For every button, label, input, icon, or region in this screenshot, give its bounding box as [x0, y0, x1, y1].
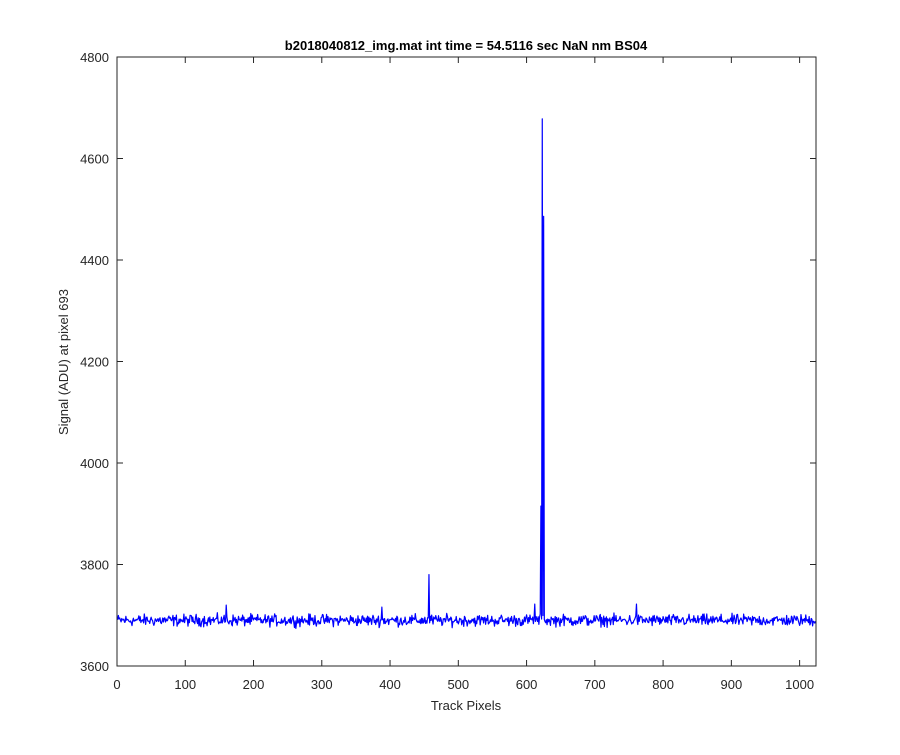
x-tick-label: 1000: [785, 677, 814, 692]
axes-box: [116, 56, 817, 667]
y-tick-label: 4400: [80, 253, 109, 268]
y-tick-label: 4800: [80, 50, 109, 65]
x-tick-label: 100: [174, 677, 196, 692]
x-tick-label: 900: [721, 677, 743, 692]
series-line-signal: [117, 118, 817, 630]
y-axis-label: Signal (ADU) at pixel 693: [56, 289, 71, 435]
x-tick-label: 600: [516, 677, 538, 692]
x-tick-label: 400: [379, 677, 401, 692]
x-tick-label: 800: [652, 677, 674, 692]
x-axis: 0 100 200 300 400 500 600 700 800 900 1000: [113, 57, 814, 692]
x-tick-label: 300: [311, 677, 333, 692]
chart-title: b2018040812_img.mat int time = 54.5116 s…: [285, 38, 648, 53]
y-axis: 3600 3800 4000 4200 4400 4600 4800: [80, 50, 816, 674]
plot-area: [117, 118, 817, 630]
y-tick-label: 3800: [80, 558, 109, 573]
x-tick-label: 700: [584, 677, 606, 692]
x-tick-label: 200: [243, 677, 265, 692]
x-tick-label: 0: [113, 677, 120, 692]
y-tick-label: 3600: [80, 659, 109, 674]
x-tick-label: 500: [447, 677, 469, 692]
y-tick-label: 4000: [80, 456, 109, 471]
x-axis-label: Track Pixels: [431, 698, 502, 713]
y-tick-label: 4200: [80, 355, 109, 370]
y-tick-label: 4600: [80, 152, 109, 167]
